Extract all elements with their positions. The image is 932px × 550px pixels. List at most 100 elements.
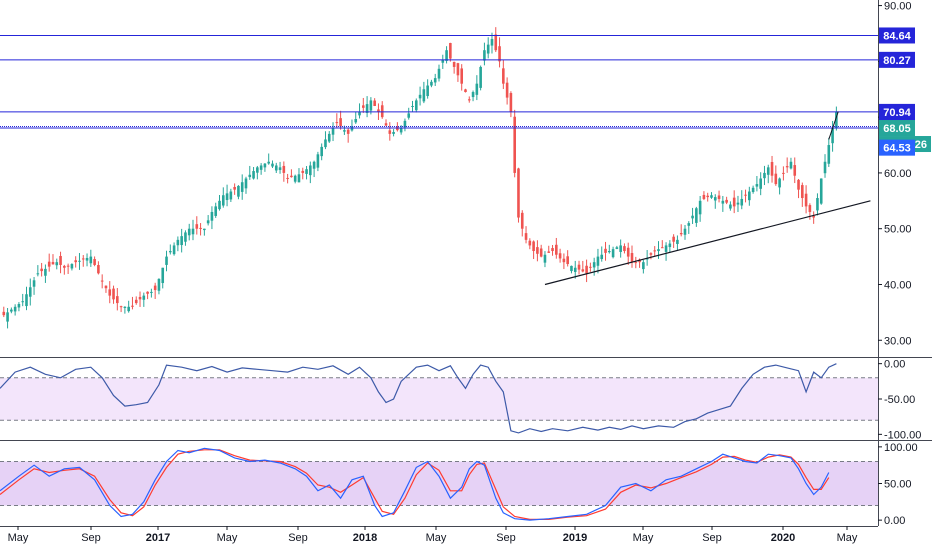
candle-body	[271, 163, 274, 167]
candle	[123, 306, 127, 314]
candle	[203, 228, 206, 236]
candle-body	[528, 240, 532, 246]
candle-body	[51, 262, 55, 265]
candle	[774, 165, 778, 186]
candle-body	[555, 244, 558, 255]
candle-body	[377, 109, 380, 112]
candle-body	[214, 206, 218, 216]
candle	[679, 224, 683, 237]
price-pane[interactable]	[0, 27, 878, 329]
candle-body	[218, 200, 221, 210]
price-badge-bg	[879, 27, 915, 44]
candle-body	[384, 123, 388, 126]
candle-body	[475, 83, 479, 95]
candle	[422, 81, 426, 104]
candle-body	[70, 264, 74, 269]
candle-body	[725, 199, 728, 203]
candle	[380, 101, 384, 119]
candle	[539, 244, 543, 258]
candle-body	[418, 94, 422, 99]
price-badge: 80.27	[879, 51, 915, 68]
candle-body	[142, 295, 146, 300]
candle	[407, 107, 411, 120]
candle-body	[657, 249, 660, 252]
candle	[44, 264, 47, 283]
y-tick-label: 0.00	[884, 359, 905, 371]
williams-r-pane[interactable]	[0, 363, 878, 434]
candle	[449, 42, 452, 62]
candle-body	[490, 39, 494, 46]
price-axis[interactable]: 90.0080.0070.0060.0050.0040.0030.0084.64…	[0, 0, 932, 527]
candle	[354, 111, 358, 124]
trendline[interactable]	[544, 200, 871, 286]
candle-body	[732, 197, 736, 207]
candle-body	[225, 193, 229, 201]
candle-body	[660, 247, 664, 249]
oscillator-band	[0, 377, 878, 421]
candle	[78, 253, 81, 270]
stoch-k-line	[0, 447, 830, 521]
candle	[430, 79, 433, 88]
candle-body	[698, 200, 702, 215]
candle-body	[460, 68, 464, 84]
candle-body	[642, 262, 645, 270]
candle	[134, 296, 138, 305]
candle	[528, 238, 532, 250]
y-tick-label: 0.00	[884, 515, 905, 527]
candle	[452, 61, 456, 74]
candle-body	[543, 254, 547, 263]
candle	[312, 160, 316, 178]
candle-body	[801, 185, 804, 199]
candle-body	[664, 245, 668, 252]
stochastic-pane[interactable]	[0, 447, 878, 521]
candle-body	[558, 253, 562, 259]
y-tick-label: 100.00	[884, 442, 918, 454]
candle-body	[392, 132, 395, 134]
candle	[286, 173, 289, 184]
candle-body	[100, 280, 104, 282]
candle	[751, 185, 755, 194]
time-axis[interactable]: May Sep 2017 May Sep 2018 May Sep 2019 May Sep 2020…	[8, 526, 858, 544]
candle	[63, 264, 66, 275]
candle	[274, 162, 278, 174]
candle-body	[339, 118, 342, 127]
candle	[142, 292, 146, 307]
candle-body	[66, 265, 70, 267]
candle-body	[240, 182, 244, 192]
candle	[630, 245, 634, 268]
candle	[10, 307, 13, 314]
candle	[702, 191, 706, 201]
candle-body	[256, 167, 259, 173]
candle	[335, 113, 339, 128]
candle-body	[327, 133, 331, 142]
candle	[698, 195, 702, 222]
candle-body	[645, 258, 649, 260]
candle-body	[581, 269, 585, 272]
last-price-badge: 68.05	[879, 120, 915, 137]
candle-body	[676, 239, 679, 244]
candle	[471, 90, 475, 102]
x-tick-label: May	[837, 532, 858, 544]
candle-body	[426, 85, 429, 97]
candle-body	[524, 233, 528, 240]
candle	[740, 190, 744, 210]
candle	[25, 286, 28, 311]
candle-body	[778, 178, 781, 188]
candle-body	[774, 173, 778, 185]
candle-body	[244, 178, 248, 189]
candle-body	[403, 120, 407, 128]
candle-body	[823, 161, 827, 174]
candle-body	[452, 61, 456, 67]
candle	[146, 291, 149, 300]
candle-body	[502, 68, 505, 84]
candle-body	[604, 248, 607, 253]
candle	[520, 210, 524, 237]
candle-body	[199, 227, 202, 229]
price-badge-label: 70.94	[883, 107, 911, 119]
price-badge: 84.64	[879, 27, 915, 44]
candle-body	[346, 129, 350, 134]
x-tick-label: May	[426, 532, 447, 544]
candle	[199, 223, 202, 236]
candle-body	[710, 195, 713, 198]
